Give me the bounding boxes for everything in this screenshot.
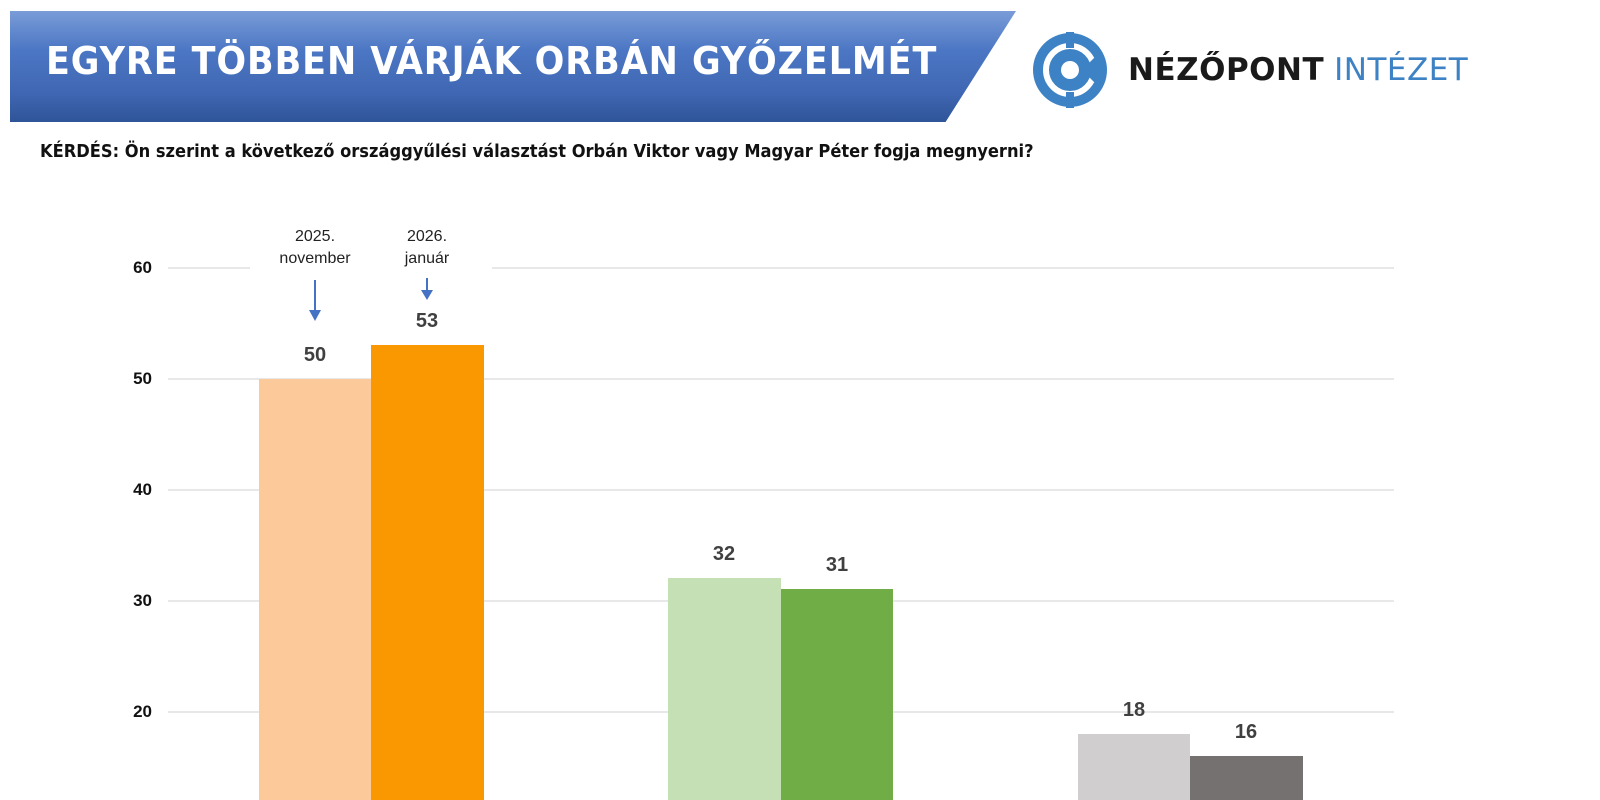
- bar-group2-2026-januar: [781, 589, 893, 800]
- arrow-down-icon: [309, 280, 321, 321]
- bar-group3-2025-november: [1078, 734, 1190, 800]
- gridline-60: [168, 267, 1394, 269]
- survey-question: KÉRDÉS: Ön szerint a következő országgyű…: [40, 142, 1034, 162]
- annotation-2026-januar: 2026. január: [362, 226, 492, 270]
- y-tick-20: 20: [133, 702, 152, 721]
- y-tick-30: 30: [133, 591, 152, 610]
- annotation-jan-month: január: [404, 250, 450, 267]
- value-label-group2-nov: 32: [712, 543, 736, 565]
- value-label-group1-jan: 53: [415, 310, 439, 332]
- annotation-2025-november: 2025. november: [250, 226, 380, 270]
- chart-title: EGYRE TÖBBEN VÁRJÁK ORBÁN GYŐZELMÉT: [46, 39, 938, 83]
- value-label-group2-jan: 31: [825, 554, 849, 576]
- bar-group1-2026-januar: [371, 345, 484, 800]
- bar-group2-2025-november: [668, 578, 781, 800]
- gridline-50: [168, 378, 1394, 380]
- value-label-group1-nov: 50: [303, 344, 327, 366]
- gridline-40: [168, 489, 1394, 491]
- annotation-jan-year: 2026.: [406, 228, 448, 245]
- value-label-group3-nov: 18: [1122, 699, 1146, 721]
- title-banner: EGYRE TÖBBEN VÁRJÁK ORBÁN GYŐZELMÉT: [10, 11, 1016, 122]
- annotation-nov-month: november: [279, 250, 351, 267]
- y-tick-50: 50: [133, 369, 152, 388]
- arrow-down-icon: [421, 278, 433, 300]
- logo-name-part2: INTÉZET: [1334, 52, 1469, 88]
- bar-group1-2025-november: [259, 379, 371, 800]
- y-tick-40: 40: [133, 480, 152, 499]
- value-label-group3-jan: 16: [1234, 721, 1258, 743]
- annotation-nov-year: 2025.: [294, 228, 336, 245]
- logo-name-part1: NÉZŐPONT: [1128, 52, 1325, 88]
- y-tick-60: 60: [133, 258, 152, 277]
- nezopont-logo: NÉZŐPONT INTÉZET: [1030, 28, 1468, 112]
- logo-wordmark: NÉZŐPONT INTÉZET: [1128, 52, 1468, 88]
- bar-group3-2026-januar: [1190, 756, 1303, 800]
- nezopont-logo-icon: [1033, 32, 1107, 108]
